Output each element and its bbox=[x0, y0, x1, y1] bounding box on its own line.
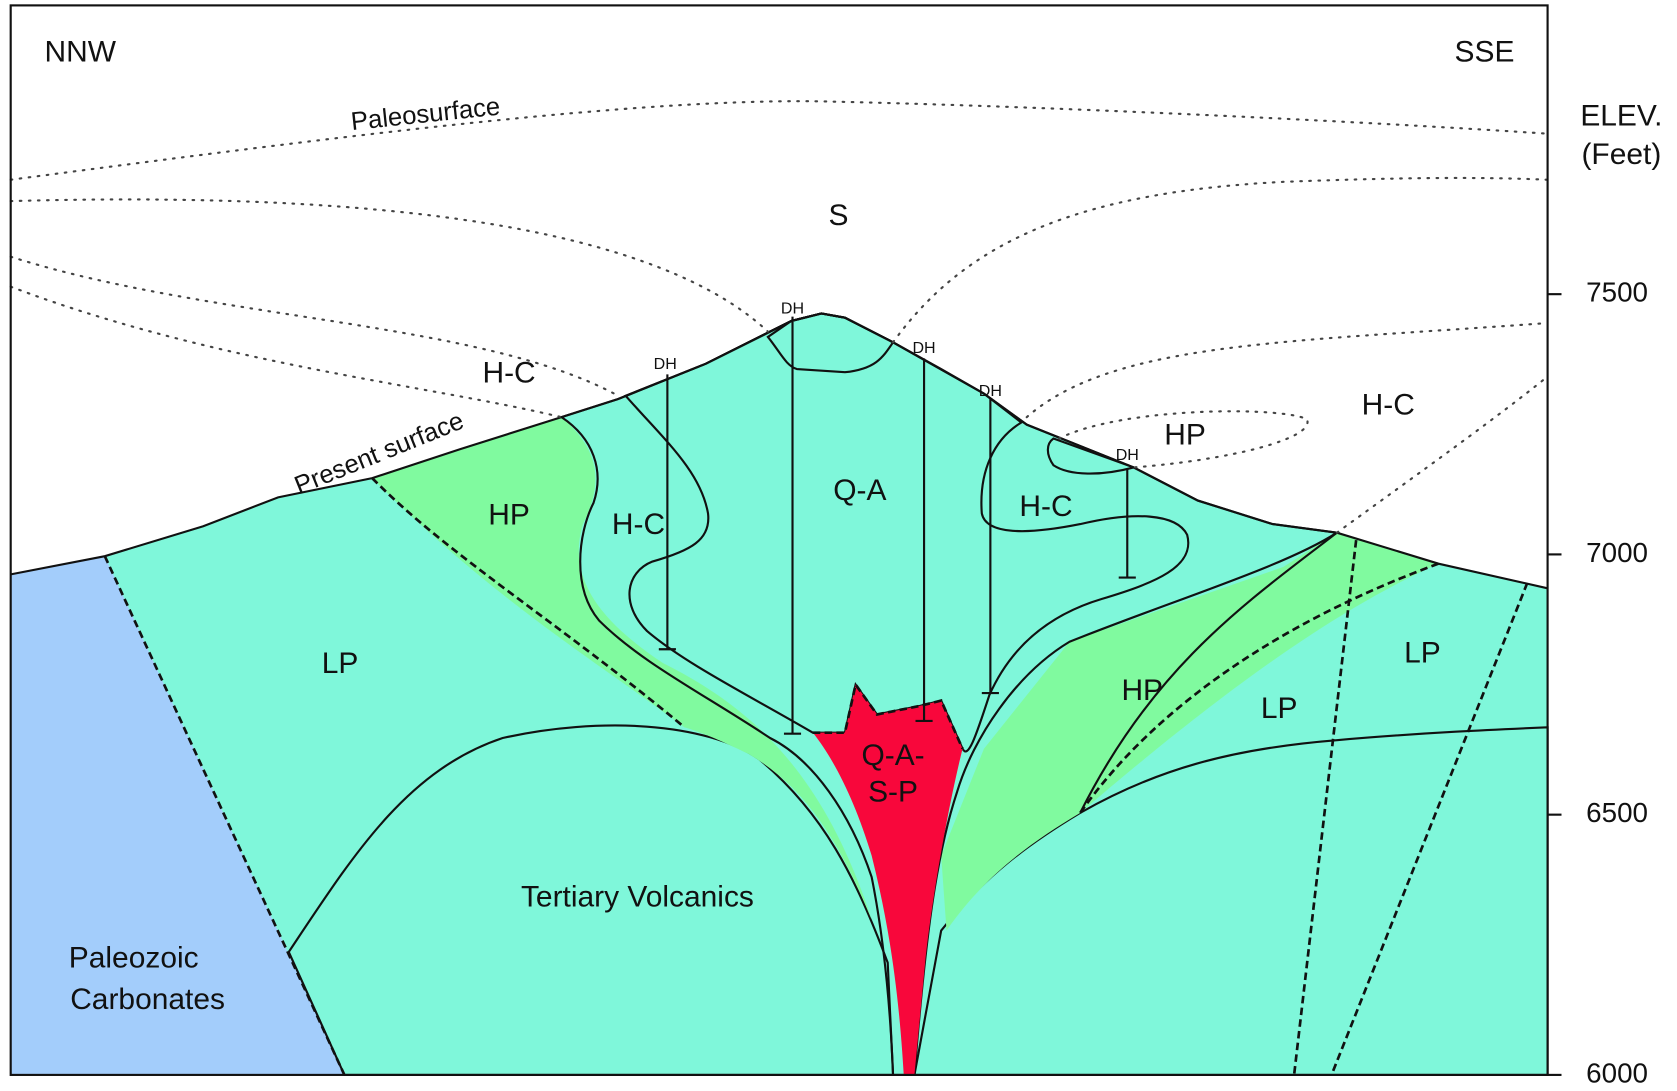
unit-label: HP bbox=[488, 499, 530, 532]
unit-label: Carbonates bbox=[70, 983, 225, 1016]
hp-unit bbox=[372, 417, 872, 920]
contact bbox=[1079, 531, 1338, 814]
paleozoic-unit bbox=[10, 556, 345, 1075]
dotted-line bbox=[9, 198, 769, 333]
dh-label: DH bbox=[1116, 446, 1139, 464]
lp-unit bbox=[10, 313, 1548, 1075]
dh-label: DH bbox=[654, 355, 677, 373]
unit-label: Q-A- bbox=[861, 739, 924, 772]
orientation-right: SSE bbox=[1455, 35, 1515, 68]
tertiary-unit bbox=[287, 724, 895, 1076]
present-surface bbox=[10, 312, 1548, 590]
unit-label: H-C bbox=[612, 508, 665, 541]
axis-title: ELEV. bbox=[1580, 100, 1662, 133]
dh-label: DH bbox=[979, 382, 1002, 400]
dotted-line bbox=[9, 285, 563, 419]
dotted-line bbox=[1335, 375, 1549, 534]
tick-label: 6000 bbox=[1586, 1057, 1648, 1088]
dh-label: DH bbox=[781, 299, 804, 317]
dh-label: DH bbox=[912, 339, 935, 357]
dotted-line bbox=[1025, 321, 1549, 419]
unit-label: LP bbox=[322, 647, 359, 680]
contact bbox=[1079, 562, 1439, 814]
hp-unit bbox=[941, 532, 1439, 931]
unit-label: LP bbox=[1261, 692, 1298, 725]
drill-holes bbox=[658, 316, 1136, 735]
orientation-left: NNW bbox=[44, 35, 116, 68]
unit-label: S bbox=[829, 199, 849, 232]
paleosurface-label: Paleosurface bbox=[350, 93, 502, 137]
unit-label: H-C bbox=[1019, 490, 1072, 523]
unit-label: LP bbox=[1404, 636, 1441, 669]
unit-label: H-C bbox=[482, 356, 535, 389]
unit-label: Q-A bbox=[833, 474, 886, 507]
dotted-line bbox=[891, 176, 1549, 344]
fault bbox=[1330, 582, 1529, 1076]
hc-unit bbox=[559, 312, 1340, 1076]
paleosurface-line bbox=[9, 100, 1549, 181]
unit-label: Tertiary Volcanics bbox=[521, 880, 754, 913]
tick-label: 7500 bbox=[1586, 277, 1648, 308]
elevation-axis: 7500 7000 6500 6000 bbox=[1547, 277, 1648, 1088]
unit-label: Paleozoic bbox=[69, 941, 199, 974]
qasp-unit bbox=[812, 684, 963, 1075]
tick-label: 7000 bbox=[1586, 537, 1648, 568]
tick-label: 6500 bbox=[1586, 797, 1648, 828]
unit-label: S-P bbox=[868, 776, 918, 809]
unit-label: H-C bbox=[1362, 388, 1415, 421]
axis-title: (Feet) bbox=[1581, 138, 1661, 171]
fault bbox=[1292, 539, 1358, 1076]
fault bbox=[103, 555, 346, 1076]
dotted-line bbox=[9, 255, 620, 397]
unit-label: HP bbox=[1121, 674, 1163, 707]
contact bbox=[371, 477, 686, 729]
qasp-edge bbox=[812, 681, 964, 750]
frame bbox=[9, 4, 1549, 1076]
hp-unit bbox=[1046, 437, 1138, 475]
unit-label: HP bbox=[1164, 418, 1206, 451]
